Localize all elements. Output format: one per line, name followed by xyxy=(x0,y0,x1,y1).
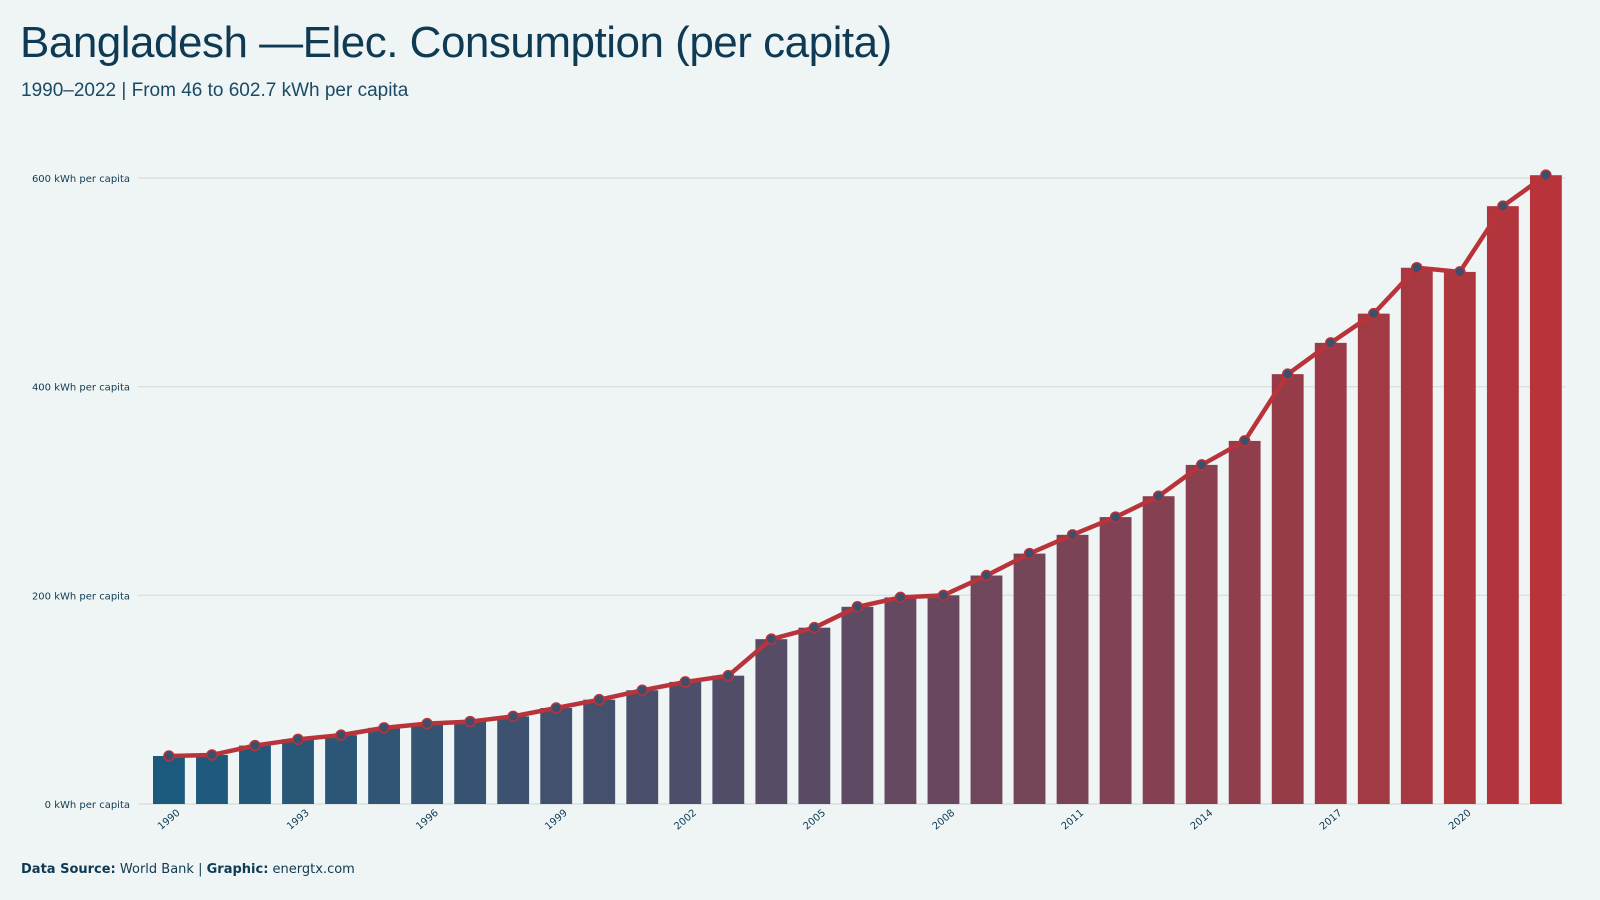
x-tick-label: 2002 xyxy=(672,808,699,833)
source-label: Data Source: xyxy=(21,862,116,877)
bar xyxy=(1056,534,1089,804)
data-point xyxy=(1540,169,1552,181)
data-point xyxy=(550,702,562,714)
data-point xyxy=(1411,261,1423,274)
data-point xyxy=(894,591,907,604)
bar xyxy=(454,721,487,804)
chart-title: Bangladesh —Elec. Consumption (per capit… xyxy=(20,18,892,67)
bar xyxy=(669,681,702,804)
bar xyxy=(1357,313,1390,804)
x-tick-label: 2008 xyxy=(931,808,958,833)
x-tick-label: 1999 xyxy=(543,808,570,833)
y-tick-label: 200 kWh per capita xyxy=(32,591,130,602)
x-tick-label: 1990 xyxy=(156,808,183,833)
graphic-label: Graphic: xyxy=(206,862,269,877)
bar xyxy=(239,745,271,804)
x-tick-label: 2011 xyxy=(1060,808,1087,833)
bar xyxy=(1529,175,1562,805)
graphic-value: energtx.com xyxy=(272,862,355,877)
bar xyxy=(282,739,314,804)
bar xyxy=(196,754,228,804)
chart-subtitle: 1990–2022 | From 46 to 602.7 kWh per cap… xyxy=(21,80,409,101)
data-point xyxy=(1497,200,1509,212)
data-point xyxy=(163,750,175,762)
bar xyxy=(1400,267,1433,804)
data-point xyxy=(937,589,950,602)
bar xyxy=(1314,342,1347,804)
data-point xyxy=(851,601,864,613)
bar xyxy=(1486,206,1519,805)
bar xyxy=(1228,440,1261,804)
bar xyxy=(368,727,400,804)
y-tick-label: 400 kWh per capita xyxy=(32,383,130,394)
bar xyxy=(970,575,1003,804)
data-point xyxy=(249,739,261,752)
x-tick-labels: 1990 1993 1996 1999 2002 2005 2008 2011 2014 2017… xyxy=(156,808,1473,833)
data-point xyxy=(335,729,347,741)
data-point xyxy=(1454,266,1466,278)
bar xyxy=(841,606,874,804)
bar xyxy=(325,735,357,804)
data-point xyxy=(636,684,649,697)
bar xyxy=(153,756,185,804)
bar xyxy=(1443,271,1476,804)
data-point xyxy=(722,669,735,682)
bar xyxy=(497,716,530,804)
data-point xyxy=(378,722,390,734)
data-point xyxy=(1238,435,1251,447)
x-tick-label: 1993 xyxy=(285,808,312,833)
y-tick-labels: 0 kWh per capita 200 kWh per capita 400 kW… xyxy=(32,174,130,811)
markers xyxy=(163,169,1552,762)
bar xyxy=(755,639,788,804)
bar xyxy=(1013,553,1046,804)
bar xyxy=(1142,496,1175,804)
bar xyxy=(712,675,745,804)
data-point xyxy=(507,710,519,723)
bar xyxy=(411,723,444,804)
bars xyxy=(153,175,1562,805)
data-point xyxy=(1195,459,1208,471)
bar xyxy=(626,690,659,804)
bar xyxy=(583,699,616,804)
data-point xyxy=(808,621,821,634)
bar xyxy=(798,627,831,804)
data-point xyxy=(1324,337,1337,349)
y-tick-label: 0 kWh per capita xyxy=(45,800,130,811)
source-value: World Bank xyxy=(119,862,194,877)
bar xyxy=(1185,464,1218,804)
bar xyxy=(540,708,573,804)
x-tick-label: 2005 xyxy=(801,808,828,833)
footer: Data Source: World Bank | Graphic: energ… xyxy=(21,862,355,877)
data-point xyxy=(593,693,605,706)
x-tick-label: 2014 xyxy=(1189,808,1216,833)
bar xyxy=(1271,374,1304,804)
data-point xyxy=(1023,547,1036,560)
data-point xyxy=(292,733,304,746)
data-point xyxy=(1368,307,1380,320)
data-point xyxy=(421,717,433,730)
bar xyxy=(927,595,960,804)
data-point xyxy=(980,569,993,582)
bar xyxy=(884,597,917,804)
data-point xyxy=(1109,511,1122,523)
data-point xyxy=(206,749,218,761)
data-point xyxy=(464,715,476,728)
footer-separator: | xyxy=(198,862,203,877)
data-point xyxy=(1066,529,1079,541)
y-tick-label: 600 kWh per capita xyxy=(32,174,130,185)
x-tick-label: 1996 xyxy=(414,808,441,833)
x-tick-label: 2020 xyxy=(1447,808,1474,833)
data-point xyxy=(765,633,778,645)
data-point xyxy=(1281,368,1294,380)
data-point xyxy=(1152,490,1165,502)
bar xyxy=(1099,517,1132,804)
x-tick-label: 2017 xyxy=(1318,808,1345,833)
data-point xyxy=(679,676,692,688)
